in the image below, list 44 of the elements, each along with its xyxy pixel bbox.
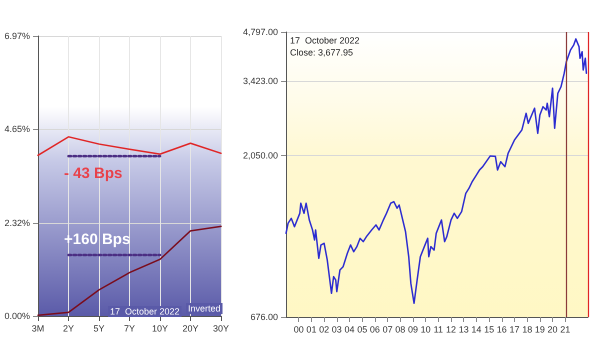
annotation: - 43 Bps bbox=[64, 165, 122, 182]
x-tick-label: 18 bbox=[522, 324, 532, 334]
y-tick-label: 676.00 bbox=[250, 312, 278, 322]
y-tick-label: 2,050.00 bbox=[242, 150, 278, 161]
x-tick-label: 2Y bbox=[62, 324, 74, 334]
y-tick-label: 4.65% bbox=[4, 124, 30, 134]
x-tick-label: 02 bbox=[319, 324, 330, 334]
annotation: Close: 3,677.95 bbox=[290, 48, 354, 58]
annotation: Inverted bbox=[188, 304, 221, 314]
x-tick-label: 30Y bbox=[212, 324, 230, 334]
x-tick-label: 10Y bbox=[152, 324, 168, 334]
x-tick-label: 07 bbox=[382, 324, 393, 334]
x-tick-label: 21 bbox=[560, 324, 570, 334]
y-tick-label: 2.32% bbox=[4, 218, 30, 228]
x-tick-label: 15 bbox=[484, 324, 494, 334]
x-tick-label: 08 bbox=[395, 324, 406, 334]
x-tick-label: 14 bbox=[471, 324, 482, 334]
x-tick-label: 19 bbox=[534, 324, 545, 334]
x-tick-label: 17 bbox=[510, 324, 520, 334]
x-tick-label: 7Y bbox=[124, 324, 136, 334]
annotation: 17 October 2022 bbox=[290, 36, 360, 46]
annotation: 17 October 2022 bbox=[110, 306, 180, 316]
x-tick-label: 05 bbox=[357, 324, 368, 334]
x-tick-label: 16 bbox=[496, 324, 507, 334]
x-tick-label: 20 bbox=[548, 324, 558, 334]
x-tick-label: 12 bbox=[446, 324, 456, 334]
x-tick-label: 11 bbox=[434, 324, 444, 334]
x-tick-label: 5Y bbox=[93, 324, 105, 334]
x-tick-label: 10 bbox=[420, 324, 431, 334]
x-tick-label: 3M bbox=[32, 324, 44, 334]
line-series bbox=[285, 38, 588, 304]
x-tick-label: 00 bbox=[294, 324, 304, 334]
x-tick-label: 01 bbox=[306, 324, 316, 334]
y-tick-label: 0.00% bbox=[4, 311, 30, 321]
y-tick-label: 3,423.00 bbox=[242, 76, 278, 86]
line-series bbox=[37, 136, 222, 156]
x-tick-label: 13 bbox=[458, 324, 469, 334]
x-tick-label: 04 bbox=[344, 324, 354, 334]
y-tick-label: 4,797.00 bbox=[242, 27, 278, 37]
x-tick-label: 20Y bbox=[182, 324, 199, 334]
x-tick-label: 03 bbox=[332, 324, 342, 334]
y-tick-label: 6.97% bbox=[4, 31, 30, 41]
x-tick-label: 09 bbox=[408, 324, 418, 334]
x-tick-label: 06 bbox=[370, 324, 380, 334]
